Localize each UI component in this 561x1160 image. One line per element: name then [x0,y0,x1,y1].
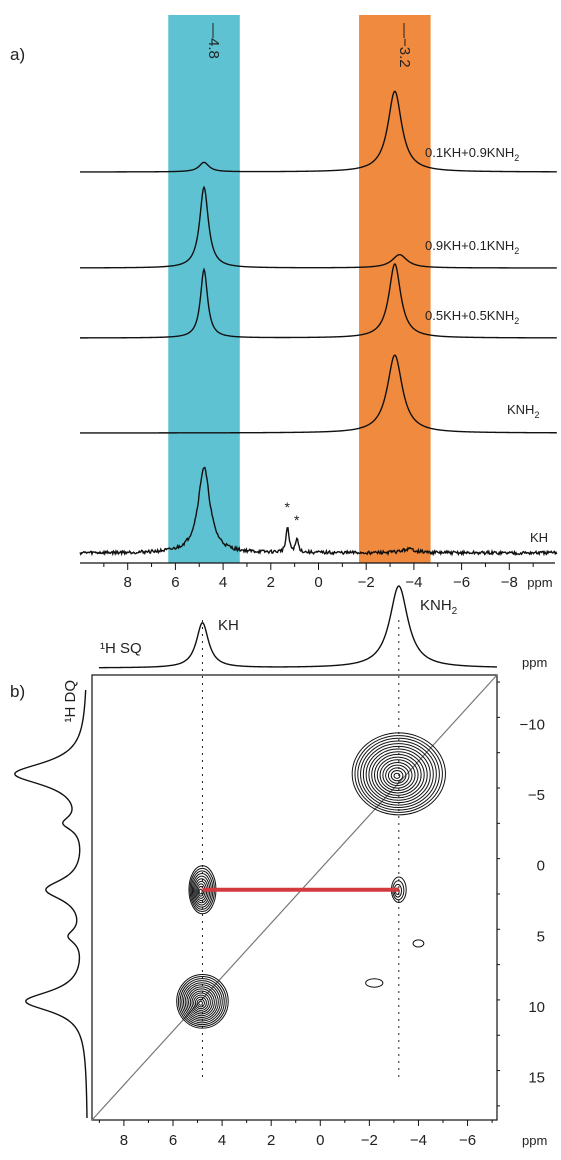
contour-level [196,998,205,1008]
x-unit-label: ppm [522,1133,547,1148]
contour-level [387,767,407,784]
x-tick-label: 0 [314,574,322,591]
contour-level [368,748,428,801]
panel-a-label: a) [10,45,25,64]
y-tick-label: 10 [528,999,545,1016]
panel-b-2d-correlation: b) KH KNH2 ¹H SQ ¹H DQ 8 6 4 2 0 −2 −4 −6 ppm −10 −5 0… [10,585,547,1149]
band-peak-label: —4.8 [205,23,222,59]
series-label: KH [530,530,548,545]
contour-level [182,982,221,1022]
impurity-asterisk: * [284,499,290,515]
contour-level [371,751,425,799]
x-tick-label: 2 [267,574,275,591]
x-axis-title: ¹H SQ [100,640,142,657]
y-tick-label: 15 [528,1070,545,1087]
y-tick-label: −10 [520,716,545,733]
contour-level [365,745,431,804]
contour-level [374,753,422,796]
x-tick-label: 6 [169,1132,177,1149]
highlight-band [359,15,431,563]
x-tick-label: −6 [459,1132,476,1149]
contour-level [379,759,416,792]
projection-peak-label: KNH2 [420,597,458,617]
contour-level [198,888,203,895]
spectrum-trace [80,354,557,434]
series-label: 0.9KH+0.1KNH2 [425,238,519,256]
panel-b-label: b) [10,682,25,701]
x-tick-label: 8 [124,574,132,591]
contour-level [390,770,404,782]
contour-level [184,984,219,1020]
left-projection [14,689,88,1119]
contour-level [188,988,215,1017]
contour-level [177,976,227,1027]
contour-level [365,978,384,988]
contour-level [360,740,437,809]
x-tick-label: −4 [405,574,422,591]
contour-level [393,772,401,779]
y-unit-label: ppm [522,655,547,670]
spectrum-trace [79,185,557,269]
x-tick-label: −2 [358,574,375,591]
series-label: 0.1KH+0.9KNH2 [425,145,519,163]
contour-level [181,980,223,1024]
x-tick-label: −2 [361,1132,378,1149]
x-tick-label: 2 [267,1132,275,1149]
contour-level [191,992,211,1013]
y-tick-label: −5 [528,787,545,804]
contour-level [385,764,410,787]
contour-level [382,761,413,789]
contour-level [376,756,419,794]
x-unit-label: ppm [527,575,552,590]
x-tick-label: 4 [219,574,227,591]
panel-a-spectra: a) —4.8 —−3.2 0.1KH+0.9KNH2 0.9KH+0.1KNH2 0… [10,15,558,591]
x-tick-label: −4 [410,1132,427,1149]
contour-level [179,978,225,1026]
diagonal-line [91,674,498,1121]
series-label: KNH2 [507,402,539,420]
x-tick-label: 8 [120,1132,128,1149]
highlight-band [168,15,240,563]
x-tick-label: −6 [453,574,470,591]
x-tick-label: −8 [501,574,518,591]
y-tick-label: 5 [537,928,545,945]
x-tick-label: 0 [316,1132,324,1149]
contour-level [198,1000,203,1006]
impurity-asterisk: * [294,512,300,528]
x-tick-label: 6 [171,574,179,591]
spectrum-trace [80,263,557,339]
y-axis-title: ¹H DQ [62,680,79,723]
spectrum-trace [79,466,558,557]
contour-level [357,737,440,811]
contour-level [362,743,434,806]
contour-level [194,996,207,1010]
contour-level [412,939,425,948]
contour-level [189,990,213,1015]
plot-frame [91,674,498,1121]
contour-level [176,973,229,1029]
series-label: 0.5KH+0.5KNH2 [425,308,519,326]
top-projection [99,585,498,669]
contour-level [193,994,209,1011]
spectrum-trace [80,90,557,173]
contour-level [186,986,217,1019]
x-tick-label: 4 [218,1132,226,1149]
y-tick-label: 0 [537,858,545,875]
contour-level [351,732,446,816]
projection-peak-label: KH [218,617,239,634]
contour-level [354,735,443,813]
band-peak-label: —−3.2 [396,23,413,68]
